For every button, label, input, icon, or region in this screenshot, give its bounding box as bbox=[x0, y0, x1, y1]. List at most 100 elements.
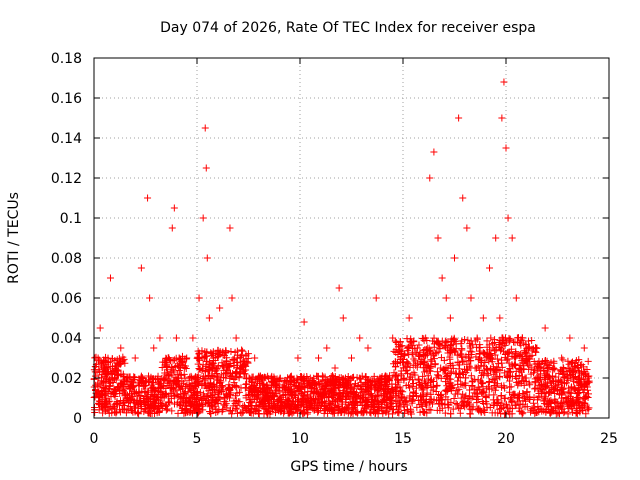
data-point bbox=[530, 394, 538, 402]
data-point bbox=[521, 394, 528, 402]
data-point bbox=[214, 353, 222, 361]
data-point bbox=[458, 346, 466, 354]
data-point bbox=[142, 378, 150, 386]
data-point bbox=[442, 386, 450, 394]
data-point bbox=[135, 388, 143, 396]
data-point bbox=[454, 404, 462, 412]
data-point bbox=[166, 399, 174, 407]
data-point bbox=[199, 375, 207, 383]
data-point bbox=[285, 395, 293, 403]
data-point bbox=[531, 409, 539, 417]
data-point bbox=[285, 403, 293, 411]
data-point bbox=[493, 355, 501, 363]
data-point bbox=[181, 374, 189, 382]
data-point bbox=[321, 389, 329, 397]
data-point bbox=[419, 372, 427, 380]
data-point bbox=[344, 379, 352, 387]
data-point bbox=[351, 394, 359, 402]
data-point bbox=[429, 377, 437, 385]
data-point bbox=[456, 405, 464, 413]
data-point bbox=[479, 380, 487, 388]
data-point bbox=[207, 380, 215, 388]
data-point bbox=[179, 394, 187, 402]
data-point bbox=[246, 375, 254, 383]
data-point bbox=[120, 388, 128, 396]
data-point bbox=[510, 338, 518, 346]
data-point bbox=[520, 377, 528, 385]
data-point bbox=[418, 386, 426, 394]
data-point bbox=[288, 408, 296, 416]
data-point bbox=[329, 409, 337, 417]
data-point bbox=[579, 386, 587, 394]
data-point bbox=[566, 334, 574, 342]
data-point bbox=[119, 387, 127, 395]
data-point bbox=[521, 348, 529, 356]
data-point bbox=[522, 340, 530, 348]
data-point bbox=[400, 351, 408, 359]
data-point bbox=[581, 394, 589, 402]
data-point bbox=[416, 380, 424, 388]
data-point bbox=[300, 318, 308, 326]
data-point bbox=[236, 370, 244, 378]
data-point bbox=[233, 409, 241, 417]
data-point bbox=[560, 409, 568, 417]
data-point bbox=[362, 373, 370, 381]
data-point bbox=[336, 389, 344, 397]
data-point bbox=[106, 274, 114, 282]
data-point bbox=[167, 368, 175, 376]
data-point bbox=[409, 388, 417, 396]
data-point bbox=[428, 357, 436, 365]
data-point bbox=[322, 381, 330, 389]
data-point bbox=[490, 365, 498, 373]
data-point bbox=[504, 214, 512, 222]
data-point bbox=[483, 400, 491, 408]
data-point bbox=[364, 376, 372, 384]
data-point bbox=[556, 402, 564, 410]
data-point bbox=[313, 372, 321, 380]
data-point bbox=[503, 402, 511, 410]
data-point bbox=[566, 367, 574, 375]
data-point bbox=[113, 356, 121, 364]
data-point bbox=[582, 371, 590, 379]
data-point bbox=[125, 390, 133, 398]
data-point bbox=[204, 398, 212, 406]
data-point bbox=[584, 405, 592, 413]
data-point bbox=[564, 410, 572, 418]
data-point bbox=[575, 389, 583, 397]
data-point bbox=[526, 381, 534, 389]
data-point bbox=[496, 367, 504, 375]
data-point bbox=[154, 393, 162, 401]
data-point bbox=[155, 380, 163, 388]
data-point bbox=[523, 358, 531, 366]
data-point bbox=[362, 396, 370, 404]
data-point bbox=[551, 398, 559, 406]
data-point bbox=[111, 400, 119, 408]
data-point bbox=[221, 398, 229, 406]
data-point bbox=[330, 392, 338, 400]
data-point bbox=[541, 359, 549, 367]
data-point bbox=[493, 380, 501, 388]
data-point bbox=[501, 369, 509, 377]
data-point bbox=[424, 375, 432, 383]
data-point bbox=[382, 382, 390, 390]
data-point bbox=[423, 401, 431, 409]
data-point bbox=[516, 407, 524, 415]
data-point bbox=[413, 403, 421, 411]
data-point bbox=[456, 374, 464, 382]
data-point bbox=[225, 361, 233, 369]
data-point bbox=[426, 174, 434, 182]
data-point bbox=[284, 409, 292, 417]
data-point bbox=[199, 214, 207, 222]
data-point bbox=[441, 409, 449, 417]
data-point bbox=[402, 367, 410, 375]
data-point bbox=[569, 408, 577, 416]
data-point bbox=[182, 406, 190, 414]
data-point bbox=[113, 384, 121, 392]
data-point bbox=[483, 337, 491, 345]
data-point bbox=[386, 401, 394, 409]
data-point bbox=[104, 377, 112, 385]
data-point bbox=[458, 353, 466, 361]
data-point bbox=[119, 372, 127, 380]
y-tick-label: 0.06 bbox=[51, 291, 82, 307]
data-point bbox=[491, 368, 499, 376]
